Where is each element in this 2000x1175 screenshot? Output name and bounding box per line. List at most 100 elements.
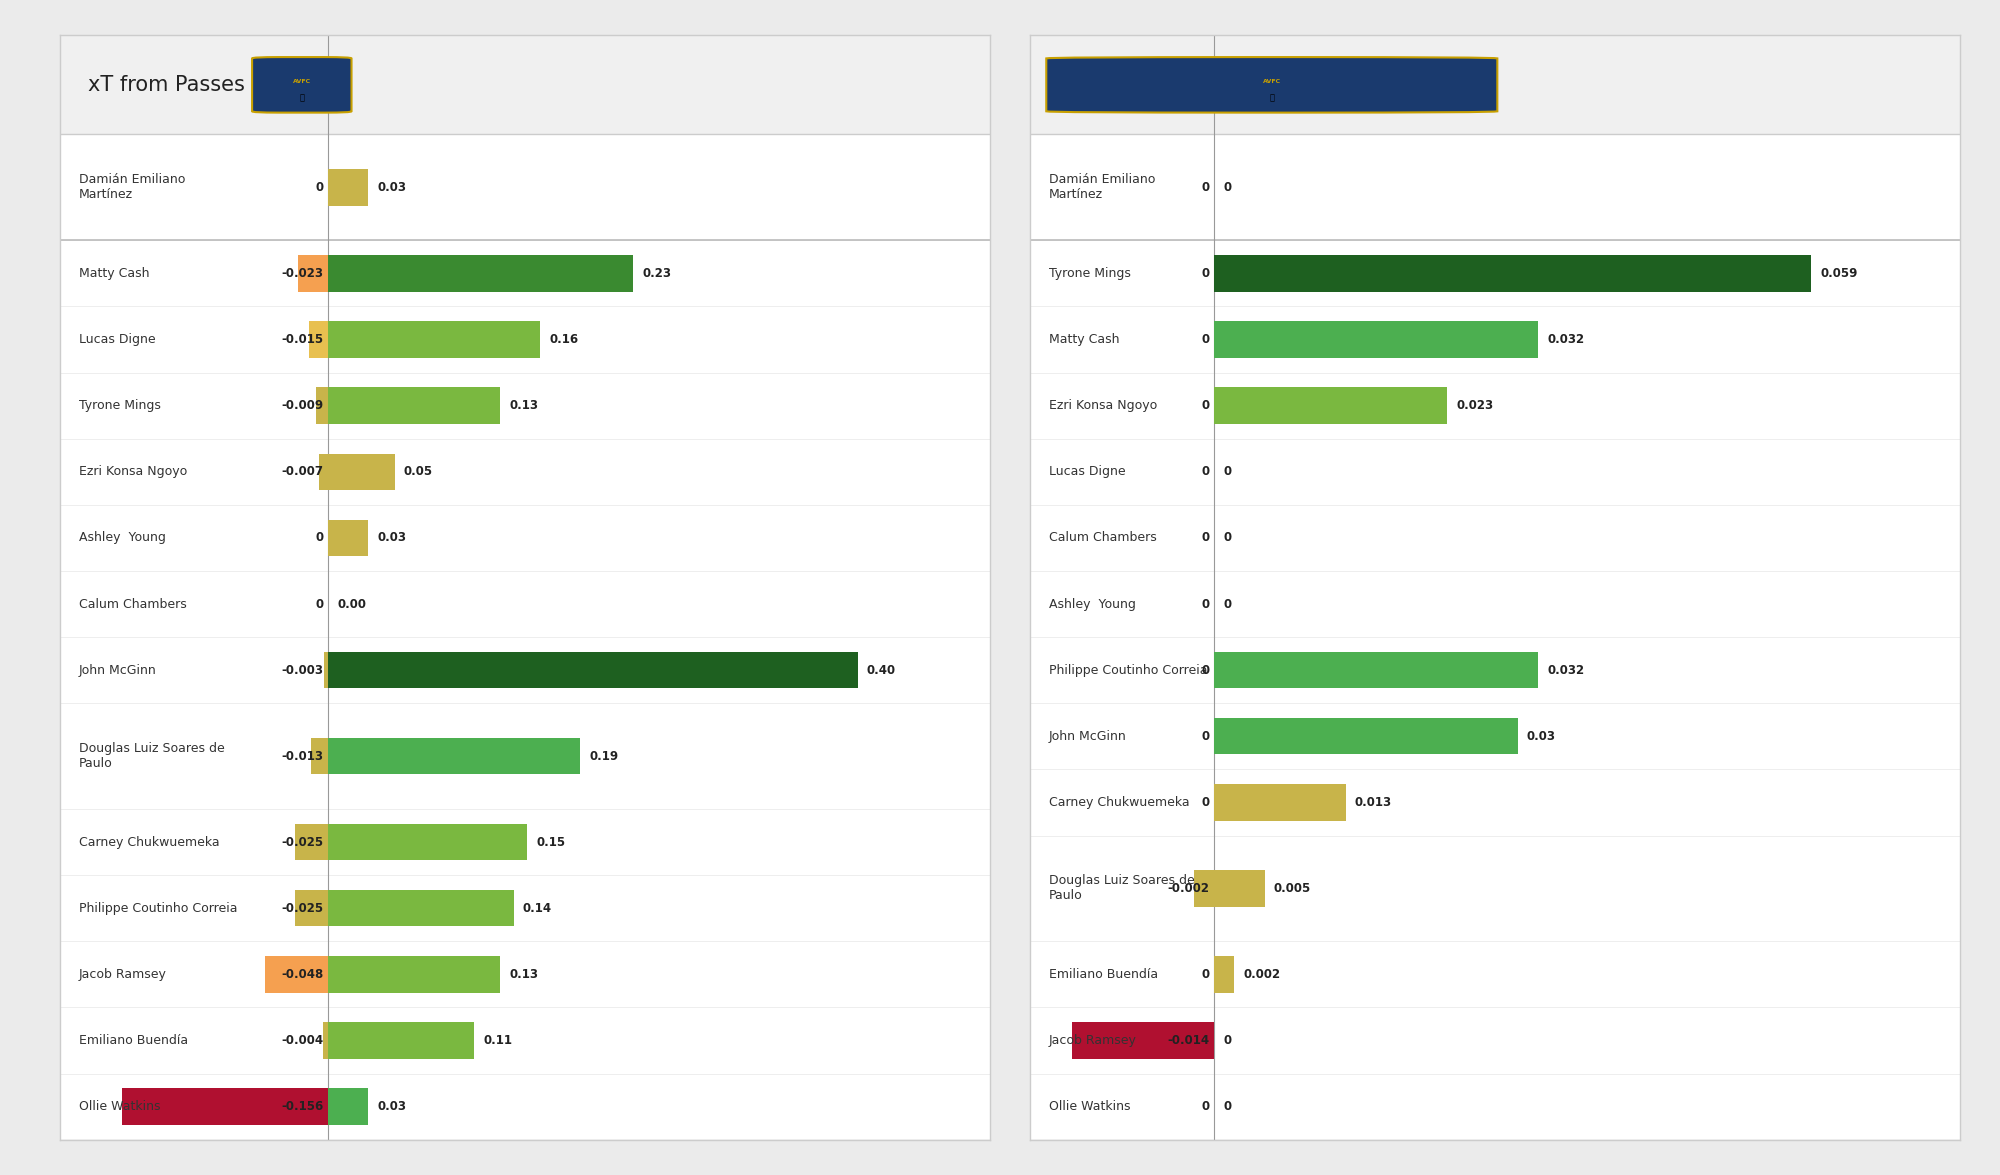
Bar [1214, 388, 1446, 424]
Text: 0.19: 0.19 [590, 750, 618, 763]
Text: Emiliano Buendía: Emiliano Buendía [1048, 968, 1158, 981]
Bar [1214, 652, 1538, 689]
Text: -0.009: -0.009 [282, 400, 324, 412]
Text: Damián Emiliano
Martínez: Damián Emiliano Martínez [78, 174, 184, 201]
Text: -0.003: -0.003 [282, 664, 324, 677]
Text: 0: 0 [1202, 465, 1210, 478]
Text: Jacob Ramsey: Jacob Ramsey [1048, 1034, 1136, 1047]
Text: Emiliano Buendía: Emiliano Buendía [78, 1034, 188, 1047]
FancyBboxPatch shape [1030, 35, 1960, 134]
FancyBboxPatch shape [1030, 372, 1960, 438]
FancyBboxPatch shape [252, 58, 352, 113]
Text: xT from Dribbles: xT from Dribbles [1058, 75, 1232, 95]
Text: 0: 0 [1224, 465, 1232, 478]
Text: 0: 0 [1202, 968, 1210, 981]
Text: Matty Cash: Matty Cash [78, 267, 150, 280]
Bar [328, 388, 500, 424]
Text: John McGinn: John McGinn [78, 664, 156, 677]
FancyBboxPatch shape [60, 810, 990, 875]
Text: -0.156: -0.156 [282, 1100, 324, 1113]
FancyBboxPatch shape [60, 1074, 990, 1140]
FancyBboxPatch shape [60, 134, 990, 240]
FancyBboxPatch shape [1030, 1074, 1960, 1140]
Text: 0: 0 [1224, 598, 1232, 611]
Bar [308, 321, 328, 357]
Text: 0: 0 [1202, 181, 1210, 194]
Text: 0: 0 [1224, 181, 1232, 194]
Bar [1214, 956, 1234, 993]
Text: Calum Chambers: Calum Chambers [78, 598, 186, 611]
Text: -0.007: -0.007 [282, 465, 324, 478]
FancyBboxPatch shape [1030, 571, 1960, 637]
Text: 🦁: 🦁 [300, 94, 304, 102]
Text: Philippe Coutinho Correia: Philippe Coutinho Correia [1048, 664, 1208, 677]
Text: 0.13: 0.13 [510, 968, 538, 981]
Text: 0: 0 [316, 598, 324, 611]
Text: Damián Emiliano
Martínez: Damián Emiliano Martínez [1048, 174, 1154, 201]
Text: Douglas Luiz Soares de
Paulo: Douglas Luiz Soares de Paulo [1048, 874, 1194, 902]
Text: -0.048: -0.048 [282, 968, 324, 981]
Text: 0.032: 0.032 [1548, 664, 1584, 677]
Text: 0.05: 0.05 [404, 465, 432, 478]
Text: Carney Chukwuemeka: Carney Chukwuemeka [1048, 795, 1190, 808]
Text: Carney Chukwuemeka: Carney Chukwuemeka [78, 835, 220, 848]
Text: -0.013: -0.013 [282, 750, 324, 763]
Text: 0: 0 [1224, 531, 1232, 544]
Text: 0.14: 0.14 [522, 901, 552, 915]
Text: 0: 0 [1202, 531, 1210, 544]
FancyBboxPatch shape [60, 637, 990, 704]
Text: -0.023: -0.023 [282, 267, 324, 280]
FancyBboxPatch shape [1030, 307, 1960, 372]
Bar [1194, 871, 1214, 907]
Bar [320, 454, 328, 490]
Text: 0: 0 [1202, 730, 1210, 743]
FancyBboxPatch shape [60, 571, 990, 637]
Text: Ollie Watkins: Ollie Watkins [1048, 1100, 1130, 1113]
Text: -0.004: -0.004 [282, 1034, 324, 1047]
Bar [328, 956, 500, 993]
Text: Philippe Coutinho Correia: Philippe Coutinho Correia [78, 901, 238, 915]
Text: 0.013: 0.013 [1354, 795, 1392, 808]
Bar [298, 255, 328, 291]
FancyBboxPatch shape [1030, 438, 1960, 505]
Text: Matty Cash: Matty Cash [1048, 333, 1120, 345]
Text: 0.03: 0.03 [378, 1100, 406, 1113]
FancyBboxPatch shape [1030, 941, 1960, 1007]
Text: 0.005: 0.005 [1274, 882, 1312, 895]
Bar [296, 891, 328, 926]
FancyBboxPatch shape [1030, 704, 1960, 770]
Text: 0: 0 [1202, 1100, 1210, 1113]
Text: 0.13: 0.13 [510, 400, 538, 412]
FancyBboxPatch shape [60, 307, 990, 372]
Text: John McGinn: John McGinn [1048, 730, 1126, 743]
Text: xT from Passes: xT from Passes [88, 75, 244, 95]
Text: 0.03: 0.03 [378, 531, 406, 544]
Bar [1214, 871, 1264, 907]
Text: 0: 0 [1224, 1034, 1232, 1047]
Bar [324, 1022, 328, 1059]
FancyBboxPatch shape [1030, 505, 1960, 571]
Text: 0.00: 0.00 [338, 598, 366, 611]
Text: Lucas Digne: Lucas Digne [78, 333, 156, 345]
Text: 0: 0 [1202, 267, 1210, 280]
Bar [328, 169, 368, 206]
Text: -0.025: -0.025 [282, 835, 324, 848]
Text: Ashley  Young: Ashley Young [1048, 598, 1136, 611]
FancyBboxPatch shape [60, 35, 990, 134]
Bar [328, 738, 580, 774]
Text: Ollie Watkins: Ollie Watkins [78, 1100, 160, 1113]
Text: 0: 0 [1202, 664, 1210, 677]
Text: 0.059: 0.059 [1820, 267, 1858, 280]
Text: 0: 0 [1202, 795, 1210, 808]
FancyBboxPatch shape [60, 1007, 990, 1074]
FancyBboxPatch shape [1030, 134, 1960, 240]
Text: -0.025: -0.025 [282, 901, 324, 915]
Text: 0: 0 [1224, 1100, 1232, 1113]
FancyBboxPatch shape [60, 704, 990, 810]
Text: 0.15: 0.15 [536, 835, 566, 848]
Text: Ezri Konsa Ngoyo: Ezri Konsa Ngoyo [78, 465, 186, 478]
Bar [328, 652, 858, 689]
Bar [328, 321, 540, 357]
Text: Ezri Konsa Ngoyo: Ezri Konsa Ngoyo [1048, 400, 1156, 412]
FancyBboxPatch shape [60, 372, 990, 438]
